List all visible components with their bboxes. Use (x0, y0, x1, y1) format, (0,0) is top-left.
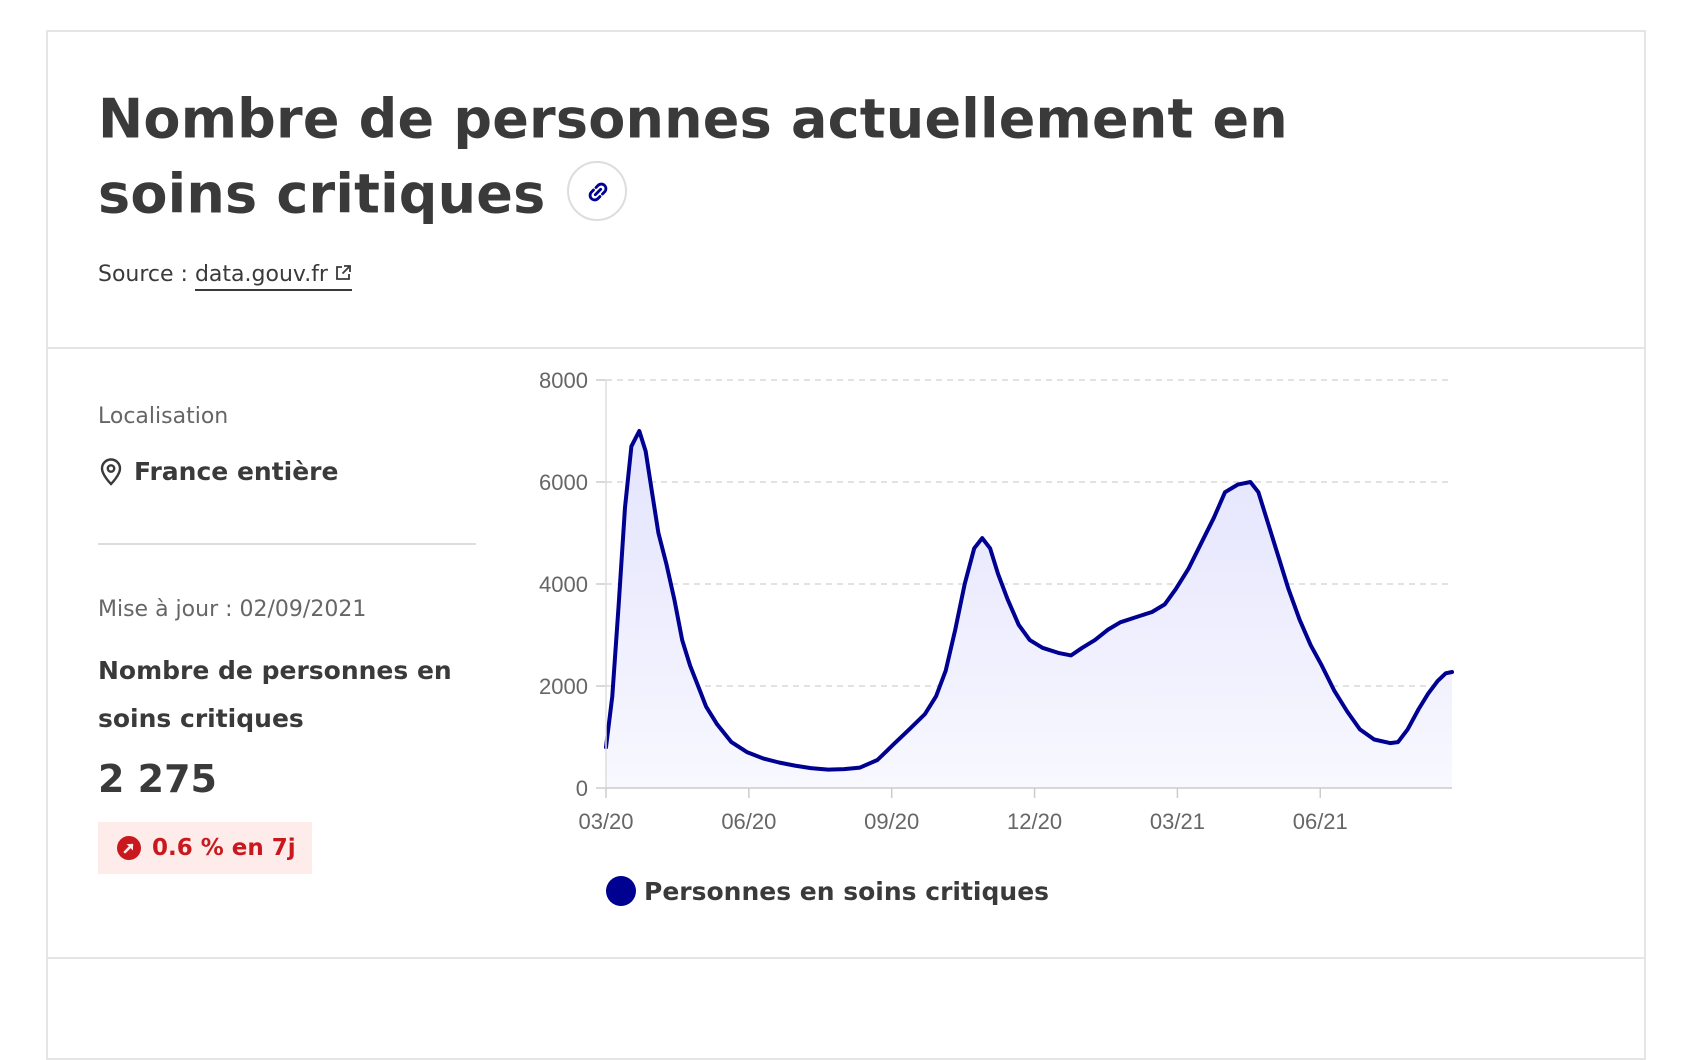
legend-label: Personnes en soins critiques (644, 876, 1050, 906)
external-link-icon (336, 265, 351, 280)
page-title-text: Nombre de personnes actuellement en soin… (98, 87, 1288, 226)
x-tick-label: 03/21 (1150, 809, 1205, 834)
trend-badge: 0.6 % en 7j (98, 822, 312, 874)
metric-value: 2 275 (98, 757, 217, 801)
trend-text: 0.6 % en 7j (152, 835, 296, 861)
localisation-value[interactable]: France entière (134, 457, 339, 486)
series-line[interactable] (604, 429, 1454, 772)
y-tick-label: 6000 (539, 470, 588, 495)
update-date: Mise à jour : 02/09/2021 (98, 597, 367, 622)
localisation-selector[interactable]: France entière (98, 457, 338, 486)
series-area (606, 431, 1452, 788)
arrow-up-right-circle-icon (117, 836, 141, 860)
legend-swatch (606, 876, 636, 906)
copy-link-button[interactable] (567, 160, 628, 221)
x-tick-label: 09/20 (864, 809, 919, 834)
y-tick-label: 8000 (539, 368, 588, 393)
metric-label: Nombre de personnes en soins critiques (98, 656, 452, 733)
page-title: Nombre de personnes actuellement en soin… (98, 80, 1398, 231)
link-icon (589, 182, 608, 202)
x-tick-label: 03/20 (578, 809, 633, 834)
source-prefix: Source : (98, 262, 195, 287)
sidebar-divider (98, 543, 476, 545)
chart-legend[interactable]: Personnes en soins critiques (606, 876, 1049, 906)
source-link[interactable]: data.gouv.fr (194, 262, 352, 291)
y-tick-label: 0 (576, 776, 588, 801)
localisation-label: Localisation (98, 404, 229, 429)
y-tick-label: 2000 (539, 674, 588, 699)
source-line: Source : data.gouv.fr (98, 262, 352, 291)
card-header: Nombre de personnes actuellement en soin… (48, 32, 1644, 349)
chart-card: Nombre de personnes actuellement en soin… (46, 30, 1646, 1060)
y-tick-label: 4000 (539, 572, 588, 597)
x-tick-label: 12/20 (1007, 809, 1062, 834)
source-link-text[interactable]: data.gouv.fr (194, 262, 328, 287)
x-tick-label: 06/21 (1293, 809, 1348, 834)
x-tick-label: 06/20 (721, 809, 776, 834)
card-bottom-divider (46, 957, 1646, 959)
map-pin-icon (100, 457, 122, 486)
